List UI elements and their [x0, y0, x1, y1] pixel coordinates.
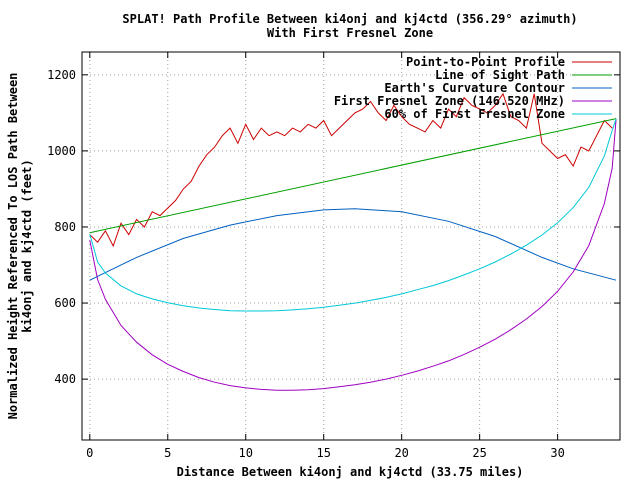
- x-tick-label: 5: [164, 446, 171, 460]
- legend-label: Point-to-Point Profile: [406, 55, 565, 69]
- plot-frame: [81, 51, 621, 441]
- x-tick-label: 15: [316, 446, 330, 460]
- y-tick-label: 400: [54, 372, 76, 386]
- x-tick-label: 25: [472, 446, 486, 460]
- y-axis-label: Normalized Height Referenced To LOS Path…: [6, 73, 20, 420]
- y-tick-label: 600: [54, 296, 76, 310]
- x-tick-label: 0: [86, 446, 93, 460]
- series-line-60-of-first-fresnel-zone: [89, 118, 617, 312]
- legend-label: First Fresnel Zone (146.520 MHz): [334, 94, 565, 108]
- legend-label: Earth's Curvature Contour: [384, 81, 565, 95]
- legend-label: Line of Sight Path: [435, 68, 565, 82]
- series-line-first-fresnel-zone-146-520-mhz: [89, 118, 617, 391]
- legend-label: 60% of First Fresnel Zone: [384, 107, 565, 121]
- axis-ticks: 0 5 10 15 20 25 30 400 600 800 1000 1200: [47, 52, 620, 460]
- grid-lines: [82, 52, 620, 440]
- x-tick-label: 20: [394, 446, 408, 460]
- y-axis-label-line2: ki4onj and kj4ctd (feet): [20, 159, 34, 332]
- x-tick-label: 30: [550, 446, 564, 460]
- y-tick-label: 800: [54, 220, 76, 234]
- series-line-point-to-point-profile: [89, 92, 613, 248]
- y-tick-label: 1200: [47, 68, 76, 82]
- chart-subtitle: With First Fresnel Zone: [267, 26, 433, 40]
- x-tick-label: 10: [239, 446, 253, 460]
- x-axis-label: Distance Between ki4onj and kj4ctd (33.7…: [177, 465, 524, 479]
- series-line-earth-s-curvature-contour: [89, 208, 617, 281]
- y-tick-label: 1000: [47, 144, 76, 158]
- chart-title: SPLAT! Path Profile Between ki4onj and k…: [122, 12, 577, 26]
- series-layer: [89, 92, 617, 391]
- series-line-line-of-sight-path: [89, 118, 617, 234]
